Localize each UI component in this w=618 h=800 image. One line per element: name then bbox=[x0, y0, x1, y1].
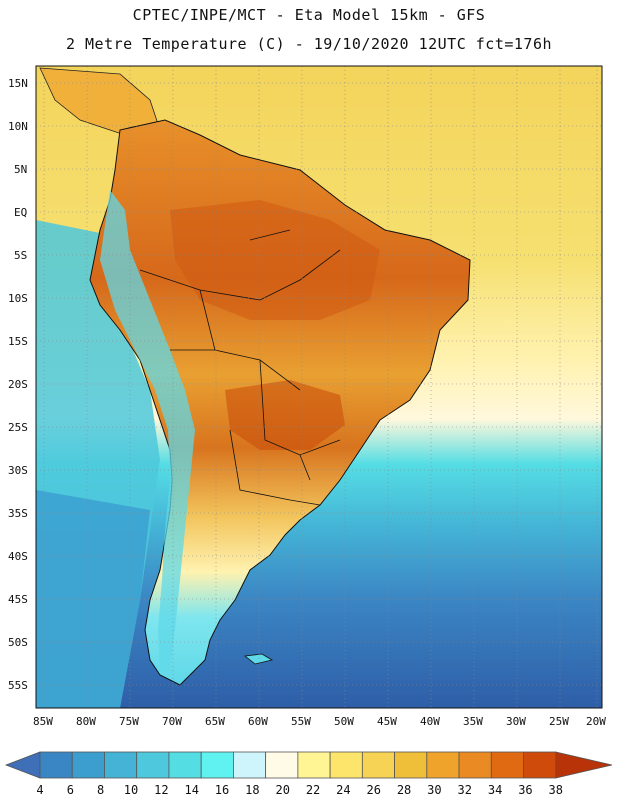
lat-label: 20S bbox=[8, 378, 28, 391]
amazon-hot-core bbox=[170, 200, 380, 320]
lat-label: 10S bbox=[8, 292, 28, 305]
legend-label: 30 bbox=[427, 783, 441, 797]
lon-label: 60W bbox=[248, 715, 268, 728]
lat-label: 5N bbox=[14, 163, 27, 176]
lon-label: 40W bbox=[420, 715, 440, 728]
lon-label: 70W bbox=[162, 715, 182, 728]
legend-label: 22 bbox=[306, 783, 320, 797]
chart-subtitle: 2 Metre Temperature (C) - 19/10/2020 12U… bbox=[65, 35, 553, 53]
legend-swatch bbox=[329, 751, 363, 779]
lat-label: 35S bbox=[8, 507, 28, 520]
latitude-axis: 15N 10N 5N EQ 5S 10S 15S 20S 25S 30S 35S… bbox=[8, 77, 28, 692]
legend-label: 36 bbox=[518, 783, 532, 797]
legend-swatch bbox=[104, 751, 138, 779]
lon-label: 45W bbox=[377, 715, 397, 728]
color-legend: 4 6 8 10 12 14 16 18 20 22 24 26 28 30 32 34 36 38 bbox=[4, 751, 613, 797]
lat-label: 15S bbox=[8, 335, 28, 348]
lon-label: 50W bbox=[334, 715, 354, 728]
longitude-axis: 85W 80W 75W 70W 65W 60W 55W 50W 45W 40W … bbox=[33, 715, 606, 728]
legend-label: 32 bbox=[458, 783, 472, 797]
legend-label: 4 bbox=[36, 783, 43, 797]
lat-label: 15N bbox=[8, 77, 28, 90]
lat-label: 45S bbox=[8, 593, 28, 606]
lon-label: 35W bbox=[463, 715, 483, 728]
legend-swatch bbox=[39, 751, 73, 779]
lat-label: 40S bbox=[8, 550, 28, 563]
legend-label: 8 bbox=[97, 783, 104, 797]
map-frame bbox=[35, 65, 603, 709]
lat-label: 30S bbox=[8, 464, 28, 477]
legend-label: 20 bbox=[275, 783, 289, 797]
legend-swatch bbox=[200, 751, 234, 779]
legend-swatch bbox=[458, 751, 492, 779]
lon-label: 55W bbox=[291, 715, 311, 728]
legend-arrow-low bbox=[4, 751, 41, 779]
temperature-map: 15N 10N 5N EQ 5S 10S 15S 20S 25S 30S 35S… bbox=[8, 65, 606, 728]
lat-label: 55S bbox=[8, 679, 28, 692]
legend-swatch bbox=[233, 751, 267, 779]
legend-label: 12 bbox=[154, 783, 168, 797]
legend-arrow-high bbox=[555, 751, 613, 779]
legend-swatch bbox=[265, 751, 299, 779]
legend-label: 38 bbox=[549, 783, 563, 797]
lat-label: 5S bbox=[14, 249, 27, 262]
legend-swatch bbox=[426, 751, 460, 779]
falkland-islands bbox=[244, 653, 274, 665]
lon-label: 20W bbox=[586, 715, 606, 728]
lon-label: 75W bbox=[119, 715, 139, 728]
lat-label: 50S bbox=[8, 636, 28, 649]
lon-label: 85W bbox=[33, 715, 53, 728]
lon-label: 80W bbox=[76, 715, 96, 728]
legend-label: 6 bbox=[67, 783, 74, 797]
legend-label: 34 bbox=[488, 783, 502, 797]
chaco-hot-core bbox=[225, 380, 345, 450]
legend-label: 10 bbox=[124, 783, 138, 797]
legend-swatch bbox=[168, 751, 202, 779]
legend-label: 28 bbox=[397, 783, 411, 797]
andes-cold-ridge bbox=[100, 190, 195, 672]
lat-label: 10N bbox=[8, 120, 28, 133]
legend-label: 24 bbox=[336, 783, 350, 797]
chart-title: CPTEC/INPE/MCT - Eta Model 15km - GFS bbox=[132, 6, 486, 24]
lon-label: 65W bbox=[205, 715, 225, 728]
legend-swatch bbox=[71, 751, 105, 779]
legend-swatch bbox=[523, 751, 557, 779]
lon-label: 30W bbox=[506, 715, 526, 728]
legend-label: 18 bbox=[245, 783, 259, 797]
lat-label: 25S bbox=[8, 421, 28, 434]
country-borders bbox=[139, 229, 341, 506]
legend-swatch bbox=[394, 751, 428, 779]
legend-label: 16 bbox=[215, 783, 229, 797]
legend-swatch bbox=[490, 751, 524, 779]
lat-label: EQ bbox=[14, 206, 27, 219]
legend-label: 26 bbox=[367, 783, 381, 797]
legend-label: 14 bbox=[184, 783, 198, 797]
legend-swatch bbox=[361, 751, 395, 779]
lon-label: 25W bbox=[549, 715, 569, 728]
legend-swatch bbox=[136, 751, 170, 779]
legend-swatch bbox=[297, 751, 331, 779]
